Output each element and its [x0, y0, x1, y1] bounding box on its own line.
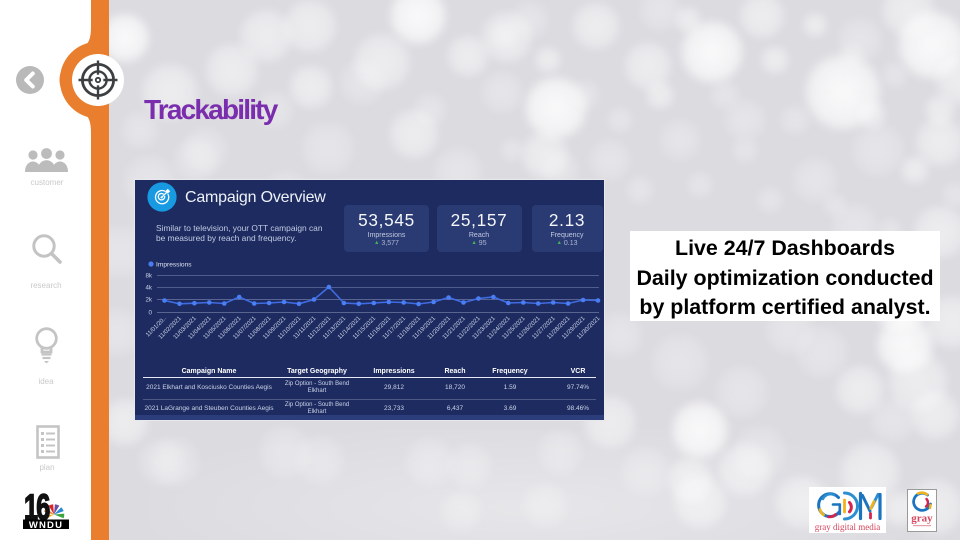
svg-text:4k: 4k — [145, 285, 152, 292]
svg-text:WNDU: WNDU — [29, 520, 63, 529]
svg-text:0: 0 — [149, 310, 153, 317]
svg-text:gray digital media: gray digital media — [815, 522, 880, 532]
svg-text:2k: 2k — [145, 297, 152, 304]
svg-text:Impressions: Impressions — [156, 262, 192, 269]
svg-text:gray: gray — [911, 513, 933, 525]
svg-text:8k: 8k — [145, 273, 152, 280]
